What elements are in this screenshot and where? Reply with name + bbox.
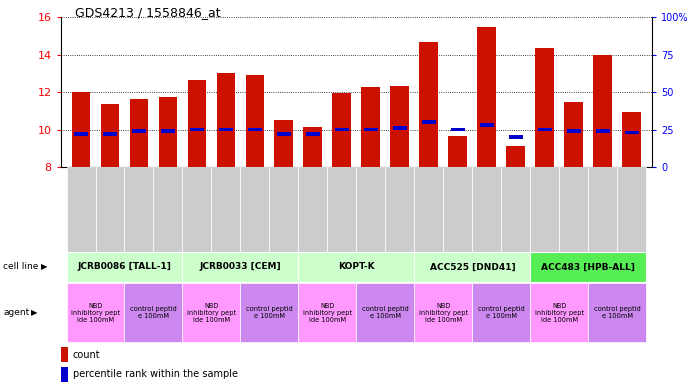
Text: JCRB0086 [TALL-1]: JCRB0086 [TALL-1] xyxy=(77,262,171,271)
Text: agent: agent xyxy=(3,308,30,318)
Bar xyxy=(304,127,322,167)
Bar xyxy=(95,167,124,252)
Bar xyxy=(333,93,351,167)
Bar xyxy=(72,92,90,167)
Bar xyxy=(61,346,68,362)
Text: JCRB0033 [CEM]: JCRB0033 [CEM] xyxy=(199,262,282,271)
Text: ▶: ▶ xyxy=(31,308,37,318)
Bar xyxy=(593,55,612,167)
Bar xyxy=(132,129,146,133)
Text: control peptid
e 100mM: control peptid e 100mM xyxy=(478,306,524,319)
Bar xyxy=(211,167,240,252)
Bar xyxy=(415,283,473,343)
Bar xyxy=(451,128,465,131)
Text: control peptid
e 100mM: control peptid e 100mM xyxy=(594,306,640,319)
Bar xyxy=(240,167,269,252)
Bar xyxy=(364,128,378,131)
Bar xyxy=(159,97,177,167)
Bar xyxy=(182,252,298,281)
Bar xyxy=(124,283,182,343)
Bar xyxy=(477,26,496,167)
Bar xyxy=(393,126,407,130)
Bar xyxy=(422,121,436,124)
Bar xyxy=(415,252,531,281)
Bar xyxy=(589,167,618,252)
Text: NBD
inhibitory pept
ide 100mM: NBD inhibitory pept ide 100mM xyxy=(419,303,468,323)
Bar xyxy=(448,136,467,167)
Bar xyxy=(502,167,531,252)
Text: control peptid
e 100mM: control peptid e 100mM xyxy=(362,306,408,319)
Bar xyxy=(246,75,264,167)
Bar xyxy=(130,99,148,167)
Text: count: count xyxy=(73,349,101,359)
Bar xyxy=(335,128,349,131)
Bar xyxy=(356,283,415,343)
Text: NBD
inhibitory pept
ide 100mM: NBD inhibitory pept ide 100mM xyxy=(71,303,120,323)
Bar xyxy=(538,128,552,131)
Bar xyxy=(306,132,320,136)
Bar xyxy=(219,128,233,131)
Bar xyxy=(124,167,153,252)
Bar xyxy=(66,167,95,252)
Bar xyxy=(535,48,554,167)
Bar xyxy=(298,167,327,252)
Bar xyxy=(386,167,415,252)
Bar xyxy=(248,128,262,131)
Bar xyxy=(298,283,356,343)
Text: ACC525 [DND41]: ACC525 [DND41] xyxy=(429,262,515,271)
Text: percentile rank within the sample: percentile rank within the sample xyxy=(73,369,238,379)
Bar xyxy=(564,103,583,167)
Bar xyxy=(277,132,291,136)
Bar xyxy=(66,252,182,281)
Bar xyxy=(182,283,240,343)
Bar xyxy=(356,167,386,252)
Text: cell line: cell line xyxy=(3,262,39,271)
Bar xyxy=(560,167,589,252)
Bar xyxy=(182,167,211,252)
Bar xyxy=(415,167,444,252)
Bar xyxy=(624,131,639,134)
Bar xyxy=(188,80,206,167)
Text: ACC483 [HPB-ALL]: ACC483 [HPB-ALL] xyxy=(542,262,635,271)
Bar xyxy=(74,132,88,136)
Bar xyxy=(473,283,531,343)
Bar xyxy=(161,129,175,133)
Bar xyxy=(531,283,589,343)
Bar xyxy=(298,252,415,281)
Bar xyxy=(595,129,610,133)
Bar xyxy=(622,112,641,167)
Bar xyxy=(531,167,560,252)
Bar xyxy=(269,167,298,252)
Text: ▶: ▶ xyxy=(41,262,48,271)
Bar xyxy=(531,252,647,281)
Bar xyxy=(190,128,204,131)
Text: NBD
inhibitory pept
ide 100mM: NBD inhibitory pept ide 100mM xyxy=(303,303,352,323)
Text: NBD
inhibitory pept
ide 100mM: NBD inhibitory pept ide 100mM xyxy=(535,303,584,323)
Bar xyxy=(589,283,647,343)
Bar xyxy=(618,167,647,252)
Bar xyxy=(362,88,380,167)
Bar xyxy=(103,132,117,136)
Bar xyxy=(61,367,68,382)
Bar xyxy=(101,104,119,167)
Text: KOPT-K: KOPT-K xyxy=(338,262,375,271)
Text: control peptid
e 100mM: control peptid e 100mM xyxy=(130,306,177,319)
Bar xyxy=(217,73,235,167)
Text: control peptid
e 100mM: control peptid e 100mM xyxy=(246,306,293,319)
Bar xyxy=(153,167,182,252)
Text: NBD
inhibitory pept
ide 100mM: NBD inhibitory pept ide 100mM xyxy=(187,303,236,323)
Bar xyxy=(66,283,124,343)
Bar xyxy=(327,167,356,252)
Bar xyxy=(391,86,409,167)
Bar xyxy=(509,136,523,139)
Bar xyxy=(444,167,473,252)
Text: GDS4213 / 1558846_at: GDS4213 / 1558846_at xyxy=(75,6,220,19)
Bar xyxy=(275,120,293,167)
Bar xyxy=(473,167,502,252)
Bar xyxy=(506,146,525,167)
Bar xyxy=(566,129,581,133)
Bar xyxy=(420,41,438,167)
Bar xyxy=(240,283,298,343)
Bar xyxy=(480,123,494,127)
